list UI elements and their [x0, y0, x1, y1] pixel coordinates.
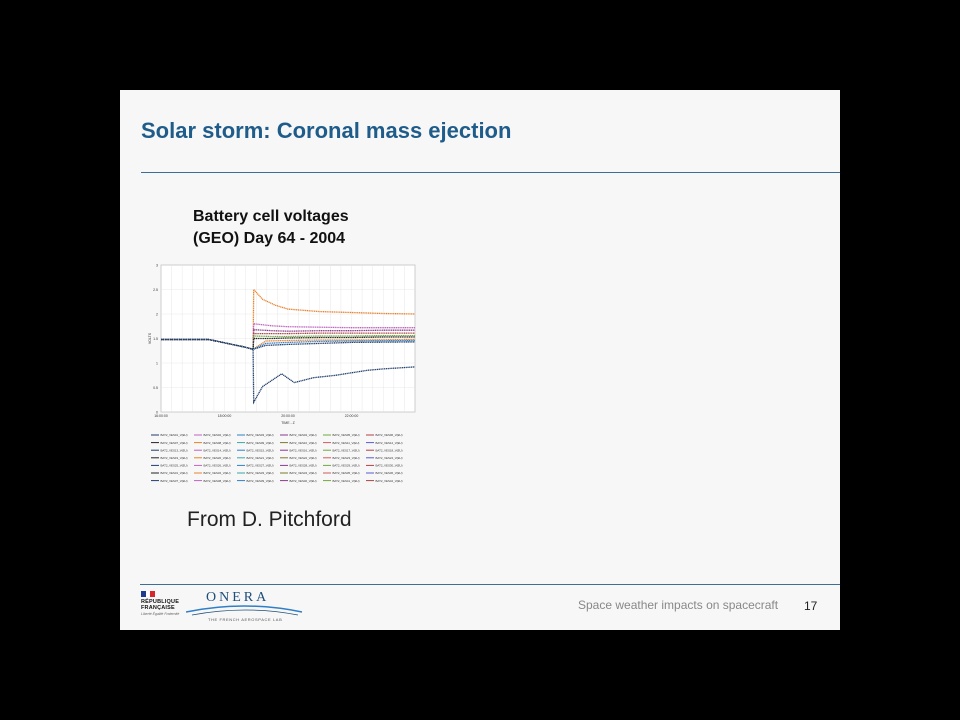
legend-entry: BAT2_VES22_V(EU) — [290, 456, 317, 460]
legend-entry: BAT2_VES40_V(EU) — [290, 479, 317, 483]
legend-entry: BAT2_VES21_V(EU) — [247, 456, 274, 460]
y-axis-label: VOLTS — [148, 332, 152, 344]
title-divider — [141, 172, 840, 173]
legend-entry: BAT2_VES33_V(EU) — [247, 471, 274, 475]
legend-entry: BAT2_VES28_V(EU) — [290, 464, 317, 468]
y-tick-label: 1 — [156, 362, 158, 366]
legend-entry: BAT2_VES01_V(EU) — [161, 433, 188, 437]
x-axis-label: TIME - Z — [281, 421, 295, 425]
legend-entry: BAT2_VES27_V(EU) — [247, 464, 274, 468]
y-tick-label: 0 — [156, 411, 158, 415]
legend-entry: BAT2_VES37_V(EU) — [161, 479, 188, 483]
page-number: 17 — [804, 599, 818, 613]
chart-heading: Battery cell voltages (GEO) Day 64 - 200… — [193, 206, 349, 250]
legend-entry: BAT2_VES36_V(EU) — [376, 471, 403, 475]
legend-entry: BAT2_VES12_V(EU) — [376, 441, 403, 445]
series-line-2 — [161, 287, 416, 351]
y-tick-label: 2.5 — [153, 288, 158, 292]
legend-entry: BAT2_VES08_V(EU) — [204, 441, 231, 445]
footer-title: Space weather impacts on spacecraft — [578, 598, 779, 612]
legend-entry: BAT2_VES13_V(EU) — [161, 448, 188, 452]
legend-entry: BAT2_VES10_V(EU) — [290, 441, 317, 445]
republique-line2: FRANÇAISE — [141, 605, 175, 611]
legend-entry: BAT2_VES03_V(EU) — [247, 433, 274, 437]
x-tick-label: 20:00:00 — [281, 414, 295, 418]
legend-entry: BAT2_VES29_V(EU) — [333, 464, 360, 468]
french-flag-icon — [141, 591, 156, 597]
legend-entry: BAT2_VES09_V(EU) — [247, 441, 274, 445]
onera-logo: ONERA THE FRENCH AEROSPACE LAB — [186, 588, 306, 624]
legend-entry: BAT2_VES25_V(EU) — [161, 464, 188, 468]
chart-heading-line1: Battery cell voltages — [193, 208, 349, 225]
onera-swoosh-icon — [186, 605, 303, 616]
legend-entry: BAT2_VES17_V(EU) — [333, 448, 360, 452]
legend-entry: BAT2_VES18_V(EU) — [376, 448, 403, 452]
footer-divider — [140, 584, 840, 585]
y-tick-label: 2 — [156, 313, 158, 317]
onera-wordmark: ONERA — [206, 590, 270, 605]
legend-entry: BAT2_VES19_V(EU) — [161, 456, 188, 460]
x-tick-label: 22:00:00 — [345, 414, 359, 418]
onera-tagline: THE FRENCH AEROSPACE LAB — [208, 617, 283, 622]
series-line-7 — [161, 336, 415, 351]
source-credit: From D. Pitchford — [187, 508, 352, 531]
y-tick-label: 0.5 — [153, 386, 158, 390]
legend-entry: BAT2_VES38_V(EU) — [204, 479, 231, 483]
legend-entry: BAT2_VES39_V(EU) — [247, 479, 274, 483]
republique-text: RÉPUBLIQUE FRANÇAISE — [141, 599, 191, 611]
legend-entry: BAT2_VES04_V(EU) — [290, 433, 317, 437]
legend-entry: BAT2_VES02_V(EU) — [204, 433, 231, 437]
legend-entry: BAT2_VES14_V(EU) — [204, 448, 231, 452]
legend-entry: BAT2_VES32_V(EU) — [204, 471, 231, 475]
legend-entry: BAT2_VES15_V(EU) — [247, 448, 274, 452]
y-tick-label: 3 — [156, 264, 158, 268]
slide: Solar storm: Coronal mass ejection Batte… — [120, 90, 840, 630]
chart-svg: 0 0.5 1 1.5 2 2.5 3 16:00:00 18:00:00 20:00:00 22:… — [148, 264, 416, 483]
legend-entry: BAT2_VES31_V(EU) — [161, 471, 188, 475]
y-tick-label: 1.5 — [153, 337, 158, 341]
legend-entry: BAT2_VES23_V(EU) — [333, 456, 360, 460]
series-line-6 — [161, 334, 415, 351]
series-line-3 — [161, 323, 415, 351]
legend-entry: BAT2_VES05_V(EU) — [333, 433, 360, 437]
legend-entry: BAT2_VES07_V(EU) — [161, 441, 188, 445]
chart-heading-line2: (GEO) Day 64 - 2004 — [193, 230, 346, 247]
legend-entry: BAT2_VES20_V(EU) — [204, 456, 231, 460]
republique-francaise-logo: RÉPUBLIQUE FRANÇAISE Liberté Égalité Fra… — [141, 591, 191, 627]
legend-entry: BAT2_VES42_V(EU) — [376, 479, 403, 483]
legend-entry: BAT2_VES34_V(EU) — [290, 471, 317, 475]
legend-entry: BAT2_VES41_V(EU) — [333, 479, 360, 483]
legend-entry: BAT2_VES26_V(EU) — [204, 464, 231, 468]
legend-entry: BAT2_VES35_V(EU) — [333, 471, 360, 475]
legend-entry: BAT2_VES11_V(EU) — [333, 441, 360, 445]
x-tick-label: 16:00:00 — [154, 414, 168, 418]
republique-line1: RÉPUBLIQUE — [141, 599, 180, 605]
x-tick-label: 18:00:00 — [218, 414, 232, 418]
legend-entry: BAT2_VES30_V(EU) — [376, 464, 403, 468]
legend-entry: BAT2_VES24_V(EU) — [376, 456, 403, 460]
slide-title: Solar storm: Coronal mass ejection — [141, 118, 512, 143]
legend-entry: BAT2_VES06_V(EU) — [376, 433, 403, 437]
battery-voltage-chart: 0 0.5 1 1.5 2 2.5 3 16:00:00 18:00:00 20:00:00 22:… — [145, 258, 417, 490]
series-line-10 — [161, 338, 416, 405]
legend-entry: BAT2_VES16_V(EU) — [290, 448, 317, 452]
republique-motto: Liberté Égalité Fraternité — [141, 612, 180, 616]
